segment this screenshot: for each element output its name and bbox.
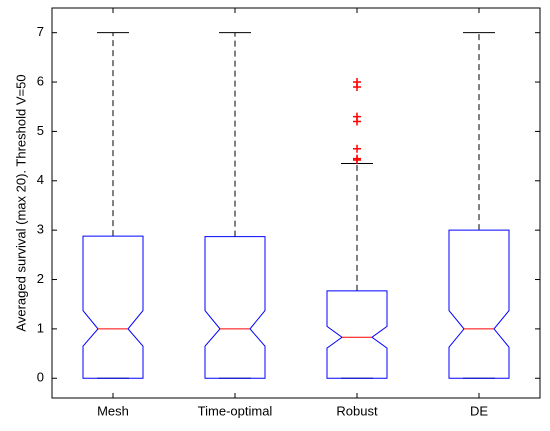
outlier xyxy=(353,112,361,121)
box xyxy=(448,229,510,379)
y-tick-label: 0 xyxy=(37,370,44,385)
box xyxy=(204,236,266,379)
box xyxy=(82,235,144,379)
y-tick-label: 7 xyxy=(37,24,44,39)
outlier xyxy=(353,144,361,153)
outlier xyxy=(353,78,361,87)
y-tick-label: 1 xyxy=(37,320,44,335)
x-tick-label: Mesh xyxy=(97,403,129,418)
x-tick-label: Time-optimal xyxy=(198,403,273,418)
x-tick-label: Robust xyxy=(336,403,378,418)
y-tick-label: 6 xyxy=(37,73,44,88)
box xyxy=(326,290,388,379)
x-tick-label: DE xyxy=(470,403,488,418)
outlier xyxy=(353,154,361,163)
y-tick-label: 2 xyxy=(37,271,44,286)
y-tick-label: 5 xyxy=(37,123,44,138)
plot-frame xyxy=(51,7,541,399)
y-tick-label: 4 xyxy=(37,172,44,187)
y-axis-label: Averaged survival (max 20). Threshold V=… xyxy=(13,74,28,331)
y-tick-label: 3 xyxy=(37,222,44,237)
